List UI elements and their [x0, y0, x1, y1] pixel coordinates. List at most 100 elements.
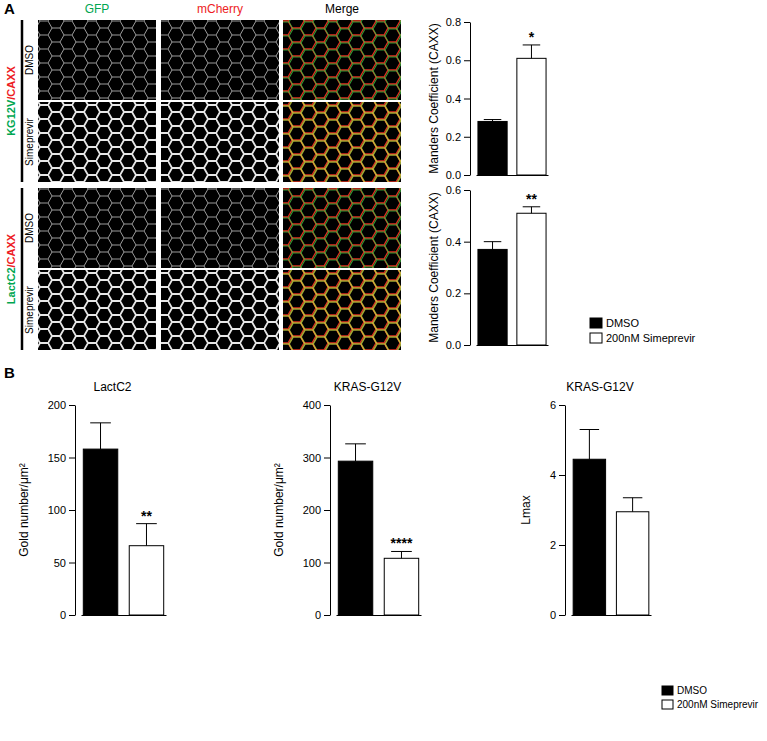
micrograph — [161, 270, 279, 350]
legend-label: 200nM Simeprevir — [677, 699, 759, 710]
tick-label: 0.2 — [446, 131, 461, 143]
x-axis — [477, 345, 549, 346]
tick-mark — [69, 615, 75, 616]
chart: ****0100200300400KRAS-G12V — [303, 380, 422, 621]
tick-mark — [559, 405, 565, 406]
bar — [478, 249, 507, 345]
x-axis — [82, 615, 167, 616]
tick-mark — [464, 242, 470, 243]
plot-area — [83, 423, 163, 615]
bar — [616, 512, 648, 615]
tick: 2 — [550, 539, 565, 551]
plot-area — [573, 430, 649, 616]
tick-mark — [464, 137, 470, 138]
plot-area — [338, 444, 418, 615]
tick: 0.2 — [446, 287, 470, 299]
axis-line — [470, 23, 471, 176]
axis-line — [477, 345, 549, 346]
tick-mark — [324, 563, 330, 564]
condition-label: DMSO — [24, 213, 35, 243]
legend-swatch — [662, 686, 673, 695]
tick: 400 — [303, 399, 330, 411]
y-axis: 0 50 100 150 200 — [48, 399, 76, 621]
axis-line — [477, 175, 549, 176]
micrograph — [38, 102, 156, 182]
tick-mark — [464, 190, 470, 191]
tick: 0.8 — [446, 16, 470, 28]
tick-mark — [464, 175, 470, 176]
chart-title: KRAS-G12V — [566, 380, 633, 394]
y-axis: 0246 — [550, 399, 566, 621]
micrograph — [283, 188, 401, 268]
tick-label: 50 — [54, 557, 66, 569]
axis-line — [572, 615, 652, 616]
micrograph — [161, 20, 279, 100]
micrograph — [38, 188, 156, 268]
error-bar — [345, 444, 366, 461]
tick-label: 150 — [48, 452, 66, 464]
error-bar — [90, 423, 111, 449]
micrograph — [161, 102, 279, 182]
tick: 0.4 — [446, 236, 470, 248]
y-axis-title: Lmax — [519, 495, 533, 524]
tick-label: 0.0 — [446, 169, 461, 181]
column-header: Merge — [325, 2, 359, 16]
axis-line — [82, 615, 167, 616]
x-axis — [337, 615, 422, 616]
tick-label: 200 — [48, 399, 66, 411]
significance: ** — [526, 191, 537, 207]
micrograph — [38, 270, 156, 350]
tick: 150 — [48, 452, 75, 464]
error-bar — [523, 207, 541, 213]
tick: 50 — [54, 557, 75, 569]
tick-mark — [69, 405, 75, 406]
tick-mark — [464, 22, 470, 23]
tick: 0 — [60, 609, 75, 621]
chart-title: KRAS-G12V — [334, 380, 401, 394]
tick-mark — [464, 60, 470, 61]
y-axis: 0.00.20.40.6 — [446, 184, 471, 351]
tick-mark — [69, 510, 75, 511]
tick: 300 — [303, 452, 330, 464]
chart: **0.00.20.40.6 — [446, 184, 549, 351]
tick: 0 — [315, 609, 330, 621]
tick-label: 2 — [550, 539, 556, 551]
axis-line — [330, 406, 331, 616]
condition-label: DMSO — [24, 45, 35, 75]
figure: ABGFPmCherryMergeKG12V/CAXXDMSOSimeprevi… — [0, 0, 767, 741]
tick-label: 0.4 — [446, 93, 461, 105]
y-axis-title: Manders Coefficient (CAXX) — [427, 23, 441, 174]
micrograph — [38, 20, 156, 100]
chart: 0246KRAS-G12V — [550, 380, 652, 621]
plot-area — [478, 207, 546, 345]
error-bar — [484, 242, 502, 250]
chart: *0.00.20.40.60.8 — [446, 16, 549, 181]
tick-label: 100 — [303, 557, 321, 569]
group-label-part: LactC2 — [5, 267, 17, 304]
bar — [517, 58, 546, 175]
legend-swatch — [662, 700, 673, 709]
bar — [478, 121, 507, 175]
bar — [338, 461, 372, 615]
axis-line — [565, 406, 566, 616]
x-axis — [572, 615, 652, 616]
condition-label: Simeprevir — [24, 117, 35, 165]
tick-mark — [324, 458, 330, 459]
micrograph — [283, 270, 401, 350]
group-label: LactC2/CAXX — [5, 233, 17, 304]
y-axis-title: Manders Coefficient (CAXX) — [427, 192, 441, 343]
bar — [129, 546, 163, 615]
tick-label: 0.2 — [446, 287, 461, 299]
tick-label: 0 — [315, 609, 321, 621]
tick: 0.0 — [446, 169, 470, 181]
bar — [83, 449, 117, 615]
tick-mark — [559, 615, 565, 616]
legend: DMSO200nM Simeprevir — [590, 317, 696, 344]
tick-label: 4 — [550, 469, 556, 481]
tick: 200 — [303, 504, 330, 516]
tick-label: 0.4 — [446, 236, 461, 248]
tick: 4 — [550, 469, 565, 481]
tick: 100 — [48, 504, 75, 516]
tick: 0.6 — [446, 54, 470, 66]
panel-label: A — [4, 0, 15, 17]
